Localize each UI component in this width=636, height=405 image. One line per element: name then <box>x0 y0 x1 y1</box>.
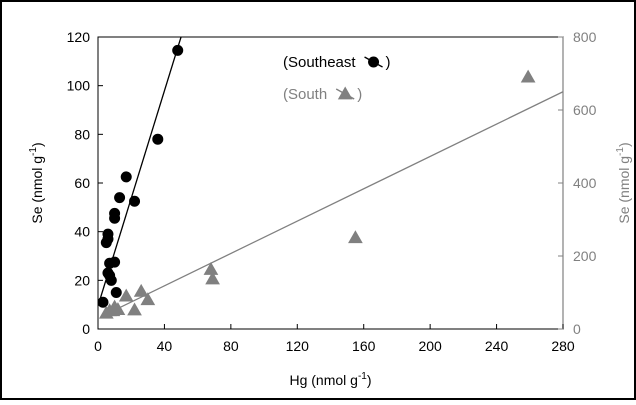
data-point-southeast <box>129 195 141 207</box>
y-left-tick-label: 60 <box>74 175 90 191</box>
data-point-southeast <box>172 44 184 56</box>
legend-marker-southeast <box>368 56 380 68</box>
data-point-south <box>110 302 126 316</box>
data-point-south <box>127 302 142 316</box>
data-point-southeast <box>109 207 121 219</box>
data-point-southeast <box>110 287 122 298</box>
legend-marker-south <box>337 86 353 100</box>
data-point-southeast <box>120 171 132 183</box>
x-tick-label: 280 <box>551 338 575 354</box>
x-tick-label: 80 <box>223 338 239 354</box>
fit-line-south <box>107 91 563 314</box>
y-right-tick-label: 200 <box>573 248 597 264</box>
y-left-tick-label: 80 <box>74 126 90 142</box>
legend-label-southeast: (Southeast <box>283 54 356 71</box>
y-left-tick-label: 100 <box>67 78 91 94</box>
y-right-tick-label: 0 <box>573 321 581 337</box>
data-point-south <box>133 283 149 297</box>
y-left-tick-label: 40 <box>74 224 90 240</box>
x-tick-label: 240 <box>485 338 509 354</box>
data-point-south <box>140 292 156 306</box>
data-point-southeast <box>102 228 114 240</box>
data-point-south <box>205 271 220 285</box>
data-point-southeast <box>109 256 121 268</box>
x-tick-label: 120 <box>286 338 310 354</box>
data-point-southeast <box>97 296 109 308</box>
data-point-southeast <box>152 133 164 145</box>
x-tick-label: 200 <box>418 338 442 354</box>
x-tick-label: 0 <box>94 338 102 354</box>
legend-close-southeast: ) <box>386 54 391 71</box>
y-left-axis-label: Se (nmol g-1) <box>28 142 45 223</box>
x-tick-label: 160 <box>352 338 376 354</box>
legend-close-south: ) <box>357 86 362 103</box>
y-left-tick-label: 120 <box>67 29 91 45</box>
y-right-tick-label: 400 <box>573 175 597 191</box>
y-left-tick-label: 0 <box>82 321 90 337</box>
data-point-southeast <box>105 274 117 286</box>
y-left-tick-label: 20 <box>74 272 90 288</box>
data-point-south <box>118 288 134 302</box>
y-right-axis-label: Se (nmol g-1) <box>615 142 632 223</box>
data-point-southeast <box>114 192 126 204</box>
x-tick-label: 40 <box>157 338 173 354</box>
data-point-south <box>348 230 363 244</box>
x-axis-label: Hg (nmol g-1) <box>289 371 371 388</box>
data-point-south <box>203 261 219 275</box>
y-right-tick-label: 800 <box>573 29 597 45</box>
y-right-tick-label: 600 <box>573 102 597 118</box>
legend-label-south: (South <box>283 86 327 103</box>
data-point-south <box>520 69 536 83</box>
